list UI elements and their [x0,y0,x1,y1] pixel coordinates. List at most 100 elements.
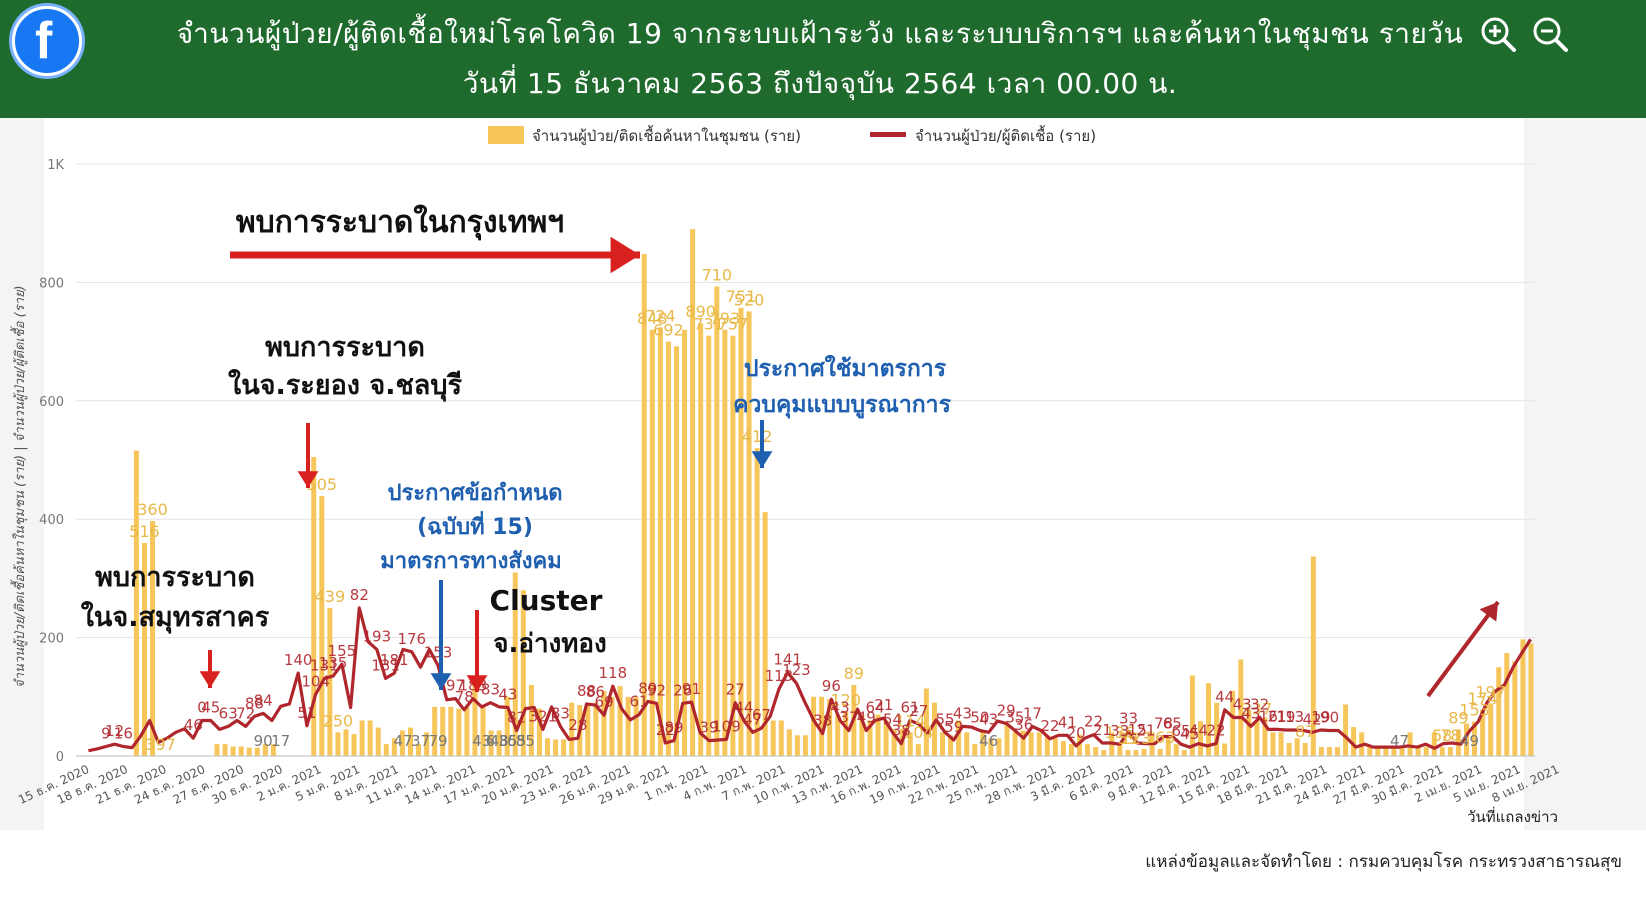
bar-value-label: 163 [1145,728,1176,747]
annotation-samut2: ในจ.สมุทรสาคร [81,601,270,634]
bar [448,706,454,756]
line-value-label: 39 [699,719,718,737]
bar-value-label: 78 [1440,726,1460,745]
line-value-label: 44 [1215,688,1234,706]
line-value-label: 89 [664,719,683,737]
zoom-in-icon[interactable] [1478,14,1518,54]
line-value-label: 321 [529,707,558,725]
bar-value-label: 87 [1295,722,1315,741]
bar [1415,747,1421,756]
bar [617,686,623,756]
bar [875,714,881,756]
line-value-label: 45 [1180,725,1199,743]
zoom-out-icon[interactable] [1530,14,1570,54]
bar [665,341,671,756]
line-value-label: 28 [568,716,587,734]
bar [1222,743,1228,756]
bar [1077,734,1083,756]
header-banner: f จำนวนผู้ป่วย/ผู้ติดเชื้อใหม่โรคโควิด 1… [0,0,1646,118]
bar [1036,732,1042,756]
line-value-label: 59 [944,718,963,736]
bar-value-label: 104 [903,723,934,742]
bar [1206,683,1212,756]
bar [1480,709,1486,756]
bar [496,730,502,756]
line-value-label: 12 [105,722,124,740]
bar [553,739,559,756]
covid-daily-chart: 02004006008001Kจำนวนผู้ป่วย/ติดเชื้อค้นห… [10,125,1561,826]
bar [367,720,373,756]
bar [262,744,268,756]
line-value-label: 50 [970,709,989,727]
line-value-label: 83 [481,681,500,699]
line-value-label: 26 [673,681,692,699]
line-value-label: 176 [397,630,426,648]
bar [222,744,228,756]
line-value-label: 33 [1110,722,1129,740]
line-value-label: 104 [301,672,330,690]
line-value-label: 89 [638,680,657,698]
bar [407,727,413,756]
bar [528,684,534,756]
bar-value-label: 58 [1432,726,1452,745]
line-value-label: 21 [874,696,893,714]
bar [391,738,397,756]
bar [964,732,970,756]
bar-value-label: 114 [895,711,926,730]
line-value-label: 65 [1163,714,1182,732]
bar [714,286,720,756]
bar [931,702,937,756]
line-value-label: 16 [114,725,133,743]
bar [811,696,817,756]
source-note: แหล่งข้อมูลและจัดทำโดย : กรมควบคุมโรค กร… [1145,852,1622,872]
bar [972,744,978,756]
bar [399,730,405,756]
bar [738,307,744,756]
bar [980,730,986,756]
line-value-label: 9 [101,725,111,743]
line-value-label: 69 [595,693,614,711]
bar [472,684,478,756]
bkk-arrow-head [610,236,640,274]
bar [1012,732,1018,756]
bar-value-label: 793 [710,309,741,328]
bar [641,253,647,756]
legend-swatch-line [870,132,906,137]
bar [319,496,325,756]
line-value-label: 13 [1285,708,1304,726]
line-value-label: 54 [883,710,902,728]
bar [762,512,768,756]
bar [722,329,728,756]
line-value-label: 22 [656,721,675,739]
bar [1343,704,1349,756]
line-value-label: 43 [1233,696,1252,714]
bar [424,732,430,756]
line-value-label: 51 [297,704,316,722]
line-value-label: 33 [1119,710,1138,728]
bar-value-label: 439 [315,587,346,606]
line-value-label: 141 [773,651,802,669]
bar [867,720,873,756]
line-value-label: 44 [1189,722,1208,740]
bar [794,735,800,756]
bar [1367,747,1373,756]
line-value-label: 82 [507,709,526,727]
bottom-value-label: 35 [498,732,517,750]
bar [657,327,663,756]
bar-value-label: 250 [323,711,354,730]
facebook-logo[interactable]: f [12,6,82,76]
bar [819,696,825,756]
bar [1101,750,1107,756]
line-value-label: 61 [900,698,919,716]
bar [1133,750,1139,756]
bar [1520,639,1526,756]
series-line [88,606,1532,753]
bar [1302,742,1308,756]
line-value-label: 131 [371,656,400,674]
bar [996,738,1002,756]
line-value-label: 19 [1311,708,1330,726]
bar [1189,675,1195,756]
bar [545,738,551,756]
bar-value-label: 136 [1105,723,1136,742]
bar [770,720,776,756]
